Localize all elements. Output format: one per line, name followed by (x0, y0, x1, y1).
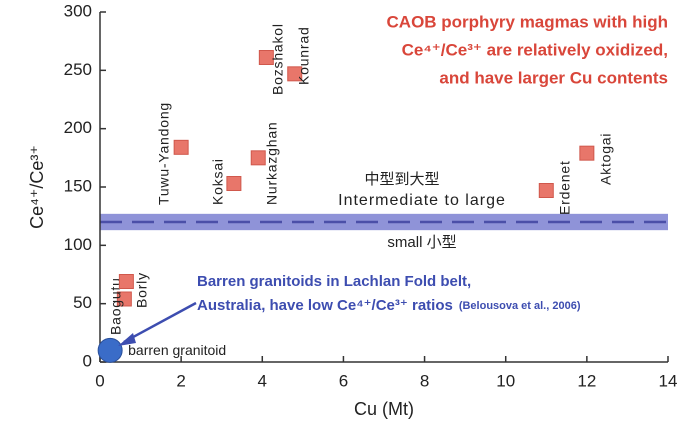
x-tick-label: 0 (95, 371, 104, 390)
point-label: Bozshakol (270, 23, 286, 95)
y-tick-label: 100 (64, 235, 92, 254)
y-tick-label: 250 (64, 60, 92, 79)
annotation: Australia, have low Ce⁴⁺/Ce³⁺ ratios (Bel… (197, 297, 581, 314)
x-tick-label: 2 (176, 371, 185, 390)
data-point (579, 145, 595, 161)
data-point (116, 291, 132, 307)
data-point (250, 150, 266, 166)
data-point (226, 176, 242, 191)
annotation: CAOB porphyry magmas with high (387, 12, 668, 31)
x-tick-label: 8 (420, 371, 429, 390)
annotation: Barren granitoids in Lachlan Fold belt, (197, 273, 471, 290)
y-tick-label: 50 (73, 293, 92, 312)
arrow (123, 301, 197, 344)
point-label: Borly (134, 272, 150, 308)
x-tick-label: 10 (496, 371, 515, 390)
x-axis-label: Cu (Mt) (354, 399, 414, 419)
band-label: Intermediate to large (338, 192, 506, 209)
point-label: Nurkazghan (264, 122, 280, 206)
band-label: small 小型 (387, 234, 456, 251)
x-tick-label: 4 (258, 371, 267, 390)
arrow-head (118, 333, 136, 346)
annotation-source: (Belousova et al., 2006) (459, 300, 581, 312)
x-tick-label: 6 (339, 371, 348, 390)
point-label: Kounrad (296, 26, 312, 85)
data-point (258, 50, 274, 65)
y-tick-label: 150 (64, 176, 92, 195)
y-tick-label: 0 (83, 351, 92, 370)
band-label: 中型到大型 (364, 171, 439, 188)
data-point (287, 66, 303, 82)
y-axis-label: Ce⁴⁺/Ce³⁺ (27, 145, 47, 229)
annotation: Ce⁴⁺/Ce³⁺ are relatively oxidized, (402, 40, 668, 59)
point-label: barren granitoid (128, 342, 226, 358)
data-point (97, 337, 123, 363)
point-label: Erdenet (557, 160, 573, 215)
data-point (118, 274, 134, 289)
annotation: and have larger Cu contents (439, 68, 668, 87)
data-point (538, 183, 554, 198)
point-label: Koksai (210, 158, 226, 205)
point-label: Tuwu-Yandong (156, 102, 172, 205)
y-tick-label: 300 (64, 1, 92, 20)
x-tick-label: 14 (659, 371, 678, 390)
data-point (173, 139, 189, 155)
annotation-line: Australia, have low Ce⁴⁺/Ce³⁺ ratios (197, 297, 453, 314)
y-tick-label: 200 (64, 118, 92, 137)
reference-band (100, 213, 668, 231)
point-label: Baogutu (108, 277, 124, 335)
x-tick-label: 12 (577, 371, 596, 390)
point-label: Aktogai (598, 133, 614, 185)
